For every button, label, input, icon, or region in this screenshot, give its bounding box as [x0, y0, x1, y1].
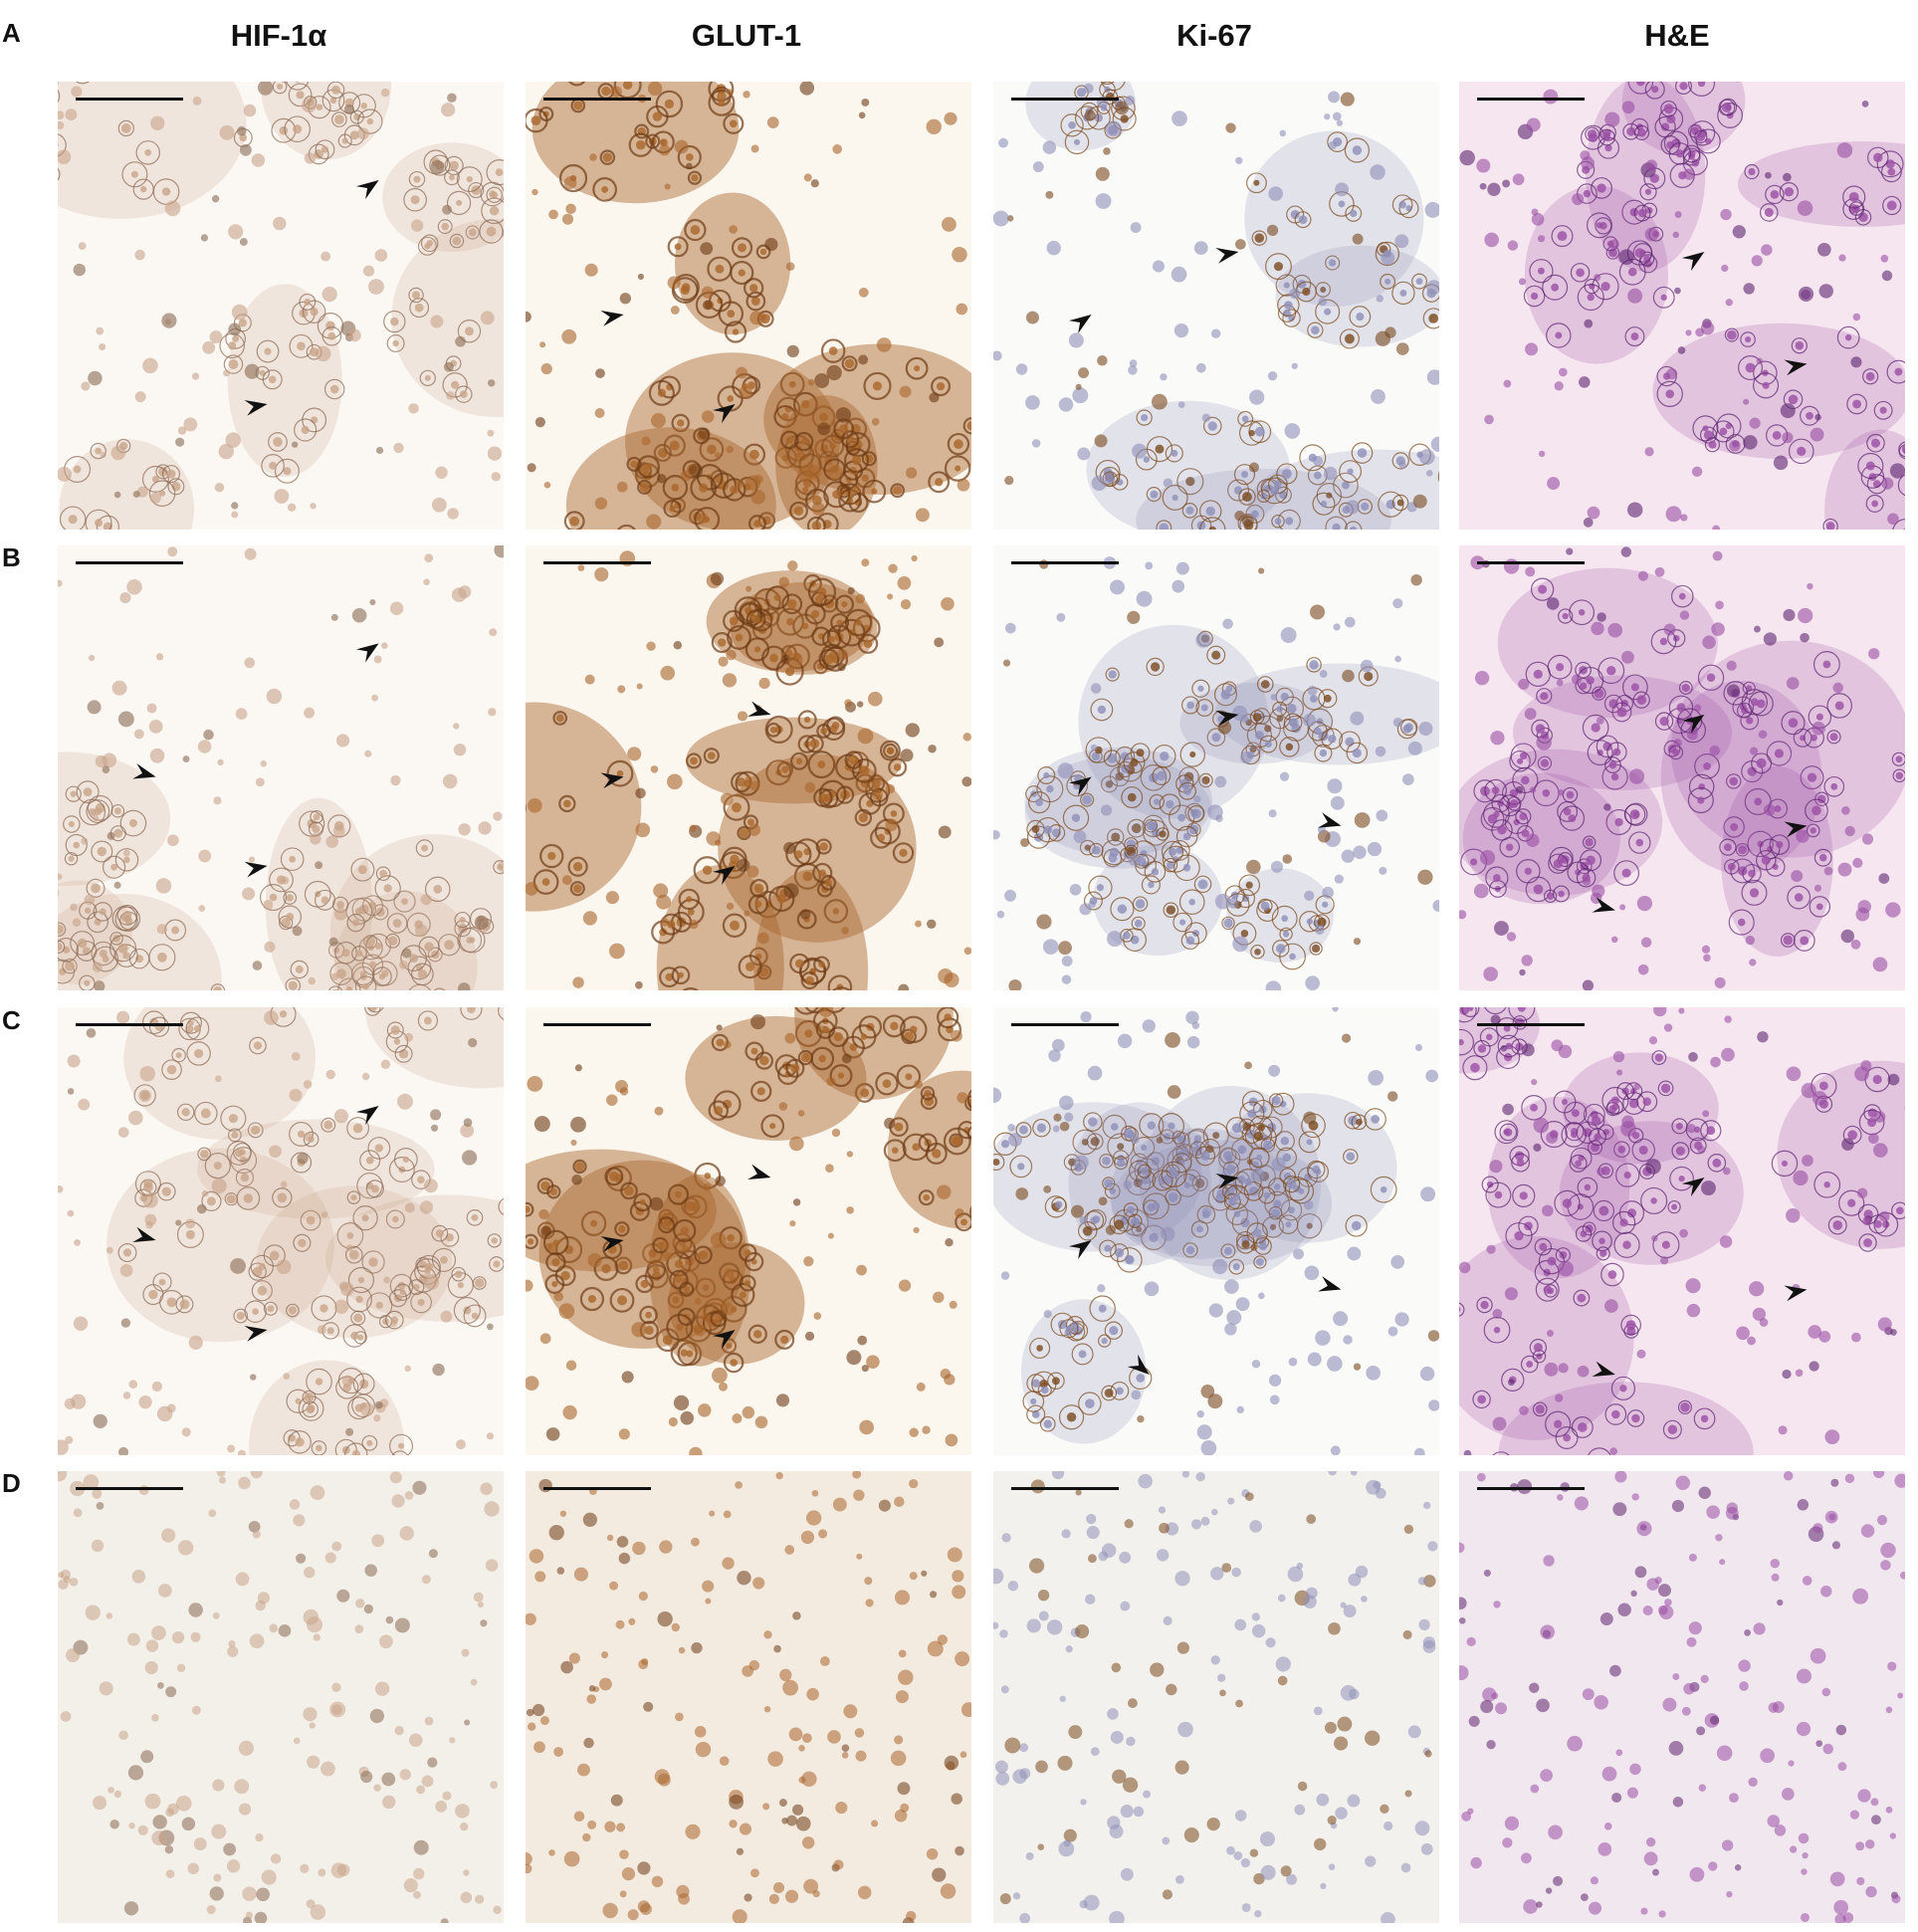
- scale-bar: [1011, 98, 1119, 101]
- micrograph-image: [58, 1007, 504, 1455]
- micrograph-image: [526, 82, 971, 530]
- micrograph-c-ki67: [993, 1007, 1439, 1455]
- arrowhead-marker: [1068, 776, 1092, 796]
- micrograph-b-hif: [58, 545, 504, 990]
- scale-bar: [76, 561, 183, 564]
- scale-bar: [543, 561, 651, 564]
- arrowhead-marker: [1681, 251, 1705, 272]
- micrograph-image: [993, 1007, 1439, 1455]
- arrowhead-marker: [1215, 710, 1239, 727]
- arrowhead-marker: [355, 643, 379, 663]
- arrowhead-marker: [1681, 714, 1705, 735]
- scale-bar: [76, 1023, 183, 1026]
- micrograph-image: [993, 82, 1439, 530]
- micrograph-image: [58, 1471, 504, 1923]
- arrowhead-marker: [132, 763, 156, 779]
- scale-bar: [1477, 1487, 1585, 1490]
- micrograph-b-glut: [526, 545, 971, 990]
- micrograph-image: [1459, 545, 1905, 990]
- arrowhead-marker: [132, 1226, 156, 1243]
- row-label-d: D: [2, 1468, 21, 1498]
- micrograph-image: [58, 82, 504, 530]
- micrograph-a-glut: [526, 82, 971, 530]
- arrowhead-marker: [1592, 897, 1615, 913]
- micrograph-image: [993, 545, 1439, 990]
- micrograph-c-he: [1459, 1007, 1905, 1455]
- column-header-ki67: Ki-67: [1176, 18, 1252, 53]
- row-label-c: C: [2, 1005, 21, 1035]
- arrowhead-marker: [712, 865, 736, 886]
- arrowhead-marker: [1592, 1361, 1615, 1378]
- arrowhead-marker: [1784, 821, 1808, 838]
- arrowhead-marker: [600, 1235, 624, 1252]
- micrograph-image: [526, 1007, 971, 1455]
- scale-bar: [1477, 98, 1585, 101]
- micrograph-image: [526, 545, 971, 990]
- arrowhead-marker: [1127, 1354, 1150, 1375]
- arrowhead-marker: [1318, 1276, 1342, 1292]
- arrowhead-marker: [712, 403, 736, 424]
- micrograph-d-glut: [526, 1471, 971, 1923]
- arrowhead-marker: [1068, 314, 1092, 334]
- micrograph-b-he: [1459, 545, 1905, 990]
- column-header-glut: GLUT-1: [691, 18, 802, 53]
- arrowhead-marker: [1784, 359, 1808, 376]
- arrowhead-marker: [600, 310, 624, 326]
- micrograph-image: [1459, 1471, 1905, 1923]
- row-label-a: A: [2, 18, 21, 48]
- arrowhead-marker: [712, 1329, 736, 1350]
- scale-bar: [543, 1487, 651, 1490]
- arrowhead-marker: [355, 179, 379, 200]
- scale-bar: [76, 98, 183, 101]
- scale-bar: [543, 1023, 651, 1026]
- scale-bar: [543, 98, 651, 101]
- arrowhead-marker: [1215, 1173, 1239, 1189]
- arrowhead-marker: [1068, 1239, 1092, 1260]
- scale-bar: [1011, 561, 1119, 564]
- scale-bar: [76, 1487, 183, 1490]
- micrograph-d-ki67: [993, 1471, 1439, 1923]
- arrowhead-marker: [355, 1105, 379, 1126]
- scale-bar: [1477, 561, 1585, 564]
- arrowhead-marker: [747, 1164, 771, 1181]
- arrowhead-marker: [244, 1325, 268, 1342]
- micrograph-c-hif: [58, 1007, 504, 1455]
- micrograph-image: [526, 1471, 971, 1923]
- arrowhead-marker: [244, 861, 268, 878]
- scale-bar: [1477, 1023, 1585, 1026]
- arrowhead-marker: [1681, 1177, 1705, 1197]
- micrograph-c-glut: [526, 1007, 971, 1455]
- arrowhead-marker: [1784, 1285, 1808, 1302]
- arrowhead-marker: [1318, 812, 1342, 828]
- micrograph-d-he: [1459, 1471, 1905, 1923]
- micrograph-b-ki67: [993, 545, 1439, 990]
- arrowhead-marker: [1215, 247, 1239, 264]
- micrograph-a-he: [1459, 82, 1905, 530]
- micrograph-image: [58, 545, 504, 990]
- micrograph-d-hif: [58, 1471, 504, 1923]
- micrograph-a-ki67: [993, 82, 1439, 530]
- scale-bar: [1011, 1487, 1119, 1490]
- arrowhead-marker: [244, 399, 268, 416]
- micrograph-a-hif: [58, 82, 504, 530]
- arrowhead-marker: [747, 701, 771, 717]
- micrograph-image: [1459, 1007, 1905, 1455]
- arrowhead-marker: [600, 772, 624, 789]
- scale-bar: [1011, 1023, 1119, 1026]
- row-label-b: B: [2, 542, 21, 572]
- column-header-hif: HIF-1α: [230, 18, 327, 53]
- micrograph-image: [993, 1471, 1439, 1923]
- column-header-he: H&E: [1644, 18, 1710, 53]
- micrograph-image: [1459, 82, 1905, 530]
